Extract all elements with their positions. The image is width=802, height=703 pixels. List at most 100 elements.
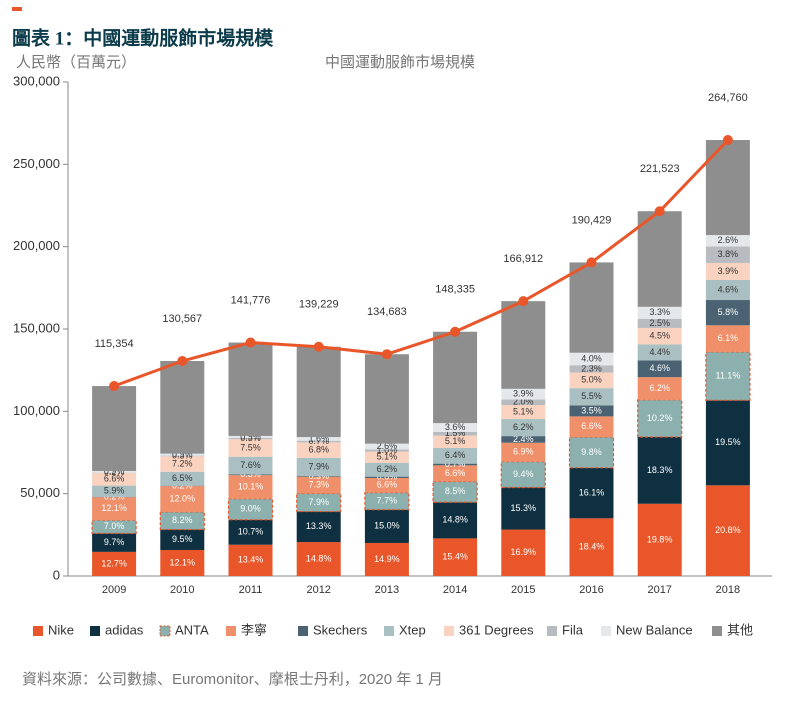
data-label: 14.8% [306,553,332,563]
bar-segment [92,551,137,576]
data-label: 10.2% [647,413,673,423]
data-label: 9.8% [581,447,602,457]
bar-segment [296,442,341,458]
legend-label: adidas [105,622,144,637]
data-label: 6.4% [445,450,466,460]
bar-segment [501,405,546,420]
bar-segment [637,503,682,576]
legend-label: Nike [48,622,74,637]
bar-segment [160,486,205,512]
x-tick-label: 2014 [443,584,467,596]
x-tick-label: 2016 [579,584,603,596]
data-label: 20.8% [715,525,741,535]
total-label: 141,776 [231,294,271,306]
bar-segment [569,365,614,373]
data-label: 18.4% [579,542,605,552]
total-point [518,296,529,307]
total-point [654,206,665,217]
total-point [313,341,324,352]
bar-segment [92,386,137,471]
data-label: 5.8% [718,307,739,317]
bar-segment [92,473,137,486]
legend-swatch [444,626,454,636]
bar-segment [296,437,341,441]
legend-swatch [159,625,171,637]
y-tick-label: 250,000 [13,156,60,171]
bar-segment [433,465,478,482]
data-label: 0.9% [240,431,261,441]
data-label: 3.6% [445,422,466,432]
data-label: 9.7% [104,537,125,547]
data-label: 16.1% [579,487,605,497]
bar-segment [92,497,137,521]
bar-segment [569,352,614,366]
bar-segment [637,360,682,378]
bar-segment [228,474,273,476]
total-label: 221,523 [640,163,680,175]
x-tick-label: 2015 [511,584,535,596]
legend-swatch [712,626,722,636]
bar-segment [92,470,137,473]
data-label: 12.1% [101,503,127,513]
total-label: 139,229 [299,299,339,311]
data-label: 6.9% [513,447,534,457]
bar-segment [228,342,273,436]
x-tick-label: 2011 [239,584,263,596]
data-label: 3.3% [649,307,670,317]
data-label: 6.1% [718,333,739,343]
data-label: 4.6% [718,284,739,294]
data-label: 13.4% [238,555,264,565]
total-label: 190,429 [572,214,612,226]
total-label: 115,354 [95,338,134,350]
bar-segment [569,405,614,417]
bar-segment [160,455,205,457]
data-label: 2.0% [513,397,534,407]
bar-segment [296,440,341,443]
x-tick-label: 2013 [375,584,399,596]
data-label: 11.1% [715,370,740,380]
y-tick-label: 0 [53,567,60,582]
legend-label: 361 Degrees [459,622,534,637]
y-tick-label: 100,000 [13,403,60,418]
bar-segment [637,318,682,328]
bar-segment [569,416,614,438]
bar-segment [228,456,273,475]
data-label: 4.6% [649,363,670,373]
bar-segment [433,463,478,466]
bar-segment [364,354,409,444]
y-tick-label: 300,000 [13,73,60,88]
bar-segment [705,300,750,326]
legend-label: Skechers [313,622,368,637]
bar-segment [433,435,478,449]
total-label: 264,760 [708,92,748,104]
data-label: 4.5% [649,331,670,341]
total-label: 166,912 [503,253,543,265]
bar-segment [637,344,682,361]
bar-segment [705,325,750,352]
bar-segment [228,439,273,457]
source-note: 資料來源：公司數據、Euromonitor、摩根士丹利，2020 年 1 月 [22,670,443,688]
bar-segment [433,331,478,424]
data-label: 3.9% [718,266,739,276]
bar-segment [433,423,478,432]
bar-segment [228,435,273,439]
data-label: 12.0% [170,493,196,503]
legend-swatch [90,626,100,636]
data-label: 2.4% [513,434,534,444]
data-label: 15.3% [511,503,537,513]
bar-segment [705,262,750,280]
bar-segment [501,442,546,462]
legend-swatch [547,626,557,636]
data-label: 5.0% [581,375,602,385]
data-label: 0.9% [104,466,125,476]
data-label: 3.9% [513,389,534,399]
data-label: 14.9% [374,554,400,564]
data-label: 14.8% [442,515,468,525]
bar-segment [364,509,409,543]
bar-segment [637,327,682,345]
bar-segment [364,451,409,463]
bar-segment [364,476,409,478]
data-label: 5.1% [445,436,466,446]
bar-segment [296,457,341,477]
